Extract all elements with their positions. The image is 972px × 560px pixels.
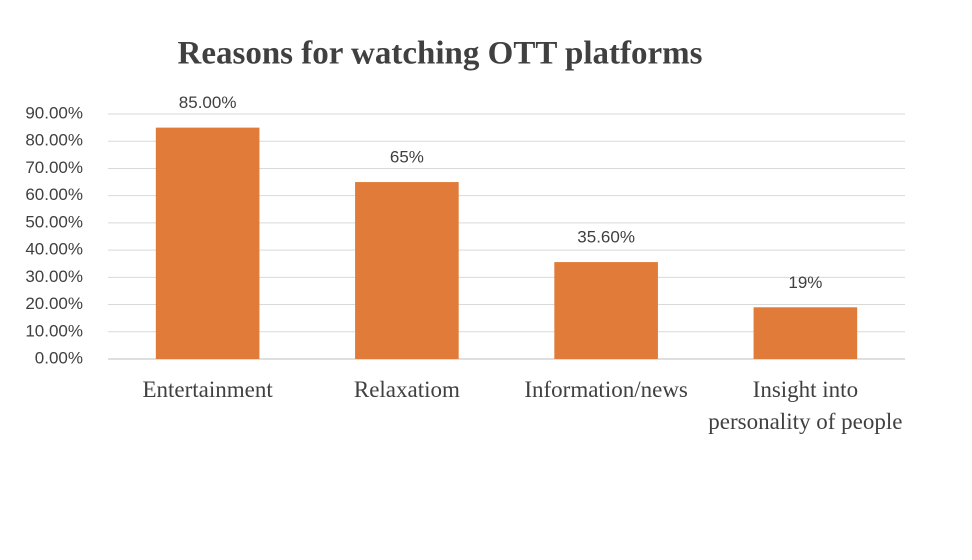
chart-title: Reasons for watching OTT platforms (178, 36, 703, 72)
x-tick-label: Information/news (524, 377, 688, 402)
data-label: 35.60% (577, 228, 635, 247)
x-tick-label: Insight into personality of people (708, 377, 903, 434)
y-tick-label: 70.00% (25, 158, 83, 177)
bar (355, 182, 459, 359)
data-label: 85.00% (179, 93, 237, 112)
y-tick-label: 20.00% (25, 294, 83, 313)
y-tick-label: 90.00% (25, 103, 83, 122)
y-tick-label: 30.00% (25, 267, 83, 286)
x-tick-label: Relaxatiom (353, 377, 460, 402)
x-tick-label: Entertainment (142, 377, 273, 402)
y-tick-label: 80.00% (25, 131, 83, 150)
y-tick-label: 60.00% (25, 185, 83, 204)
y-tick-label: 10.00% (25, 321, 83, 340)
y-tick-label: 40.00% (25, 240, 83, 259)
data-label: 65% (390, 148, 424, 167)
y-tick-label: 50.00% (25, 212, 83, 231)
y-tick-label: 0.00% (35, 348, 83, 367)
data-label: 19% (788, 273, 822, 292)
bar (753, 307, 858, 359)
bar (554, 262, 658, 359)
bar (155, 127, 260, 359)
